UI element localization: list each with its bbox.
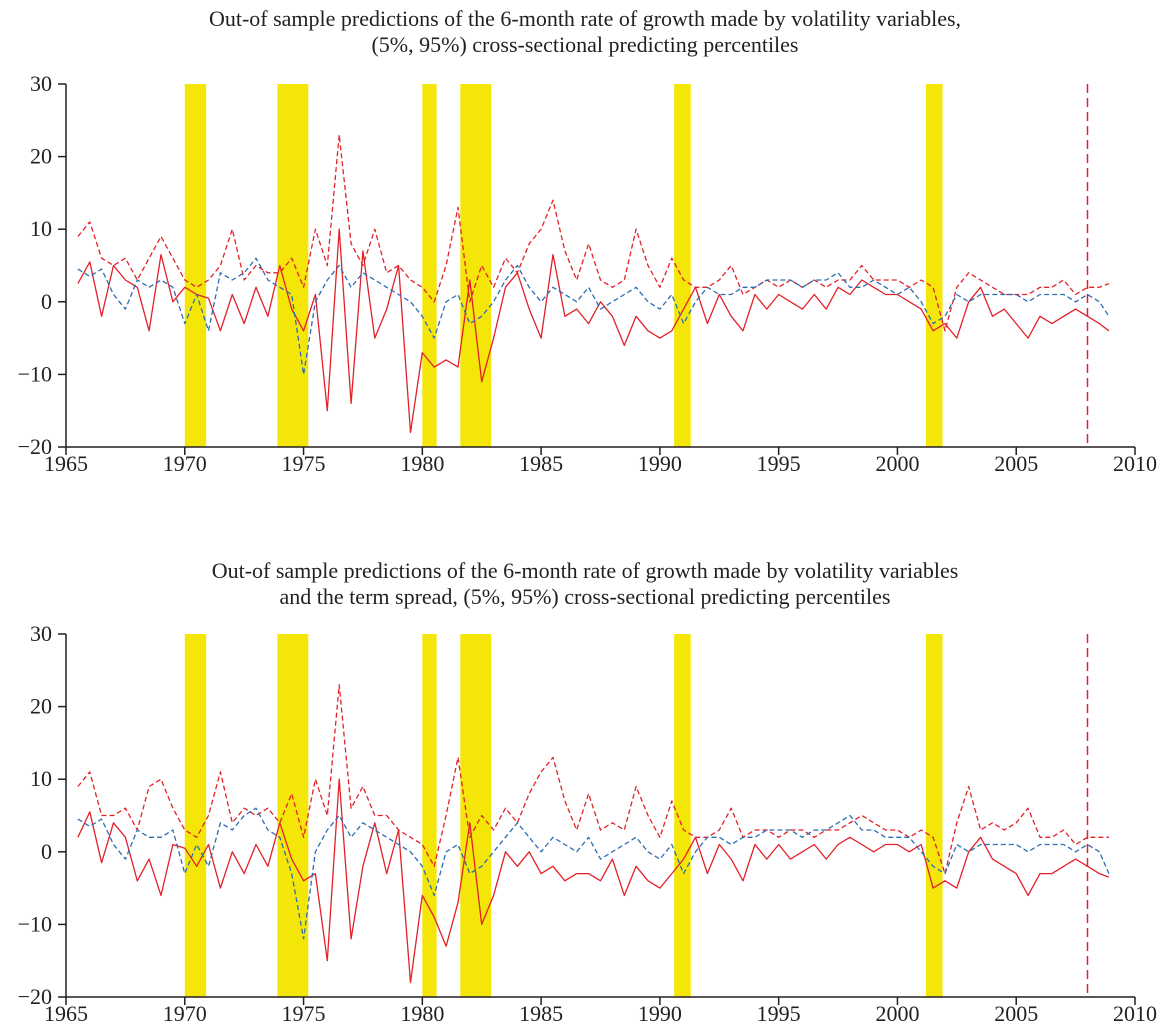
x-tick-label: 1965: [44, 1001, 88, 1026]
x-tick-label: 2000: [875, 451, 919, 476]
x-tick-label: 1990: [638, 1001, 682, 1026]
percentile-5-line: [77, 257, 1110, 376]
recession-band: [422, 84, 437, 447]
x-tick-label: 2010: [1113, 451, 1157, 476]
x-tick-label: 1985: [519, 451, 563, 476]
recession-band: [184, 84, 207, 447]
y-tick-label: −20: [18, 434, 52, 459]
x-tick-label: 1980: [400, 451, 444, 476]
line-chart-svg: −20 −10 0 10 20 30 1965 1970 1975 1980 1985 1990 199…: [18, 71, 1157, 476]
chart-title-line-2: and the term spread, (5%, 95%) cross-sec…: [279, 584, 891, 609]
recession-band: [277, 634, 309, 997]
x-tick-label: 1995: [757, 1001, 801, 1026]
recession-band: [925, 634, 943, 997]
percentile-95-line: [77, 684, 1109, 875]
y-tick-label: 0: [41, 289, 52, 314]
recession-band: [422, 634, 437, 997]
recession-band: [277, 84, 309, 447]
y-tick-label: 30: [30, 71, 52, 96]
x-tick-label: 1990: [638, 451, 682, 476]
line-chart-svg: −20 −10 0 10 20 30 1965 1970 1975 1980 1985 1990 199…: [18, 621, 1157, 1026]
y-tick-label: 0: [41, 839, 52, 864]
chart-panel-volatility: Out-of sample predictions of the 6-month…: [0, 0, 1170, 500]
x-tick-label: 2000: [875, 1001, 919, 1026]
y-tick-label: 20: [30, 694, 52, 719]
x-tick-label: 1970: [163, 1001, 207, 1026]
x-tick-label: 2005: [994, 1001, 1038, 1026]
chart-title-line-2: (5%, 95%) cross-sectional predicting per…: [371, 32, 799, 57]
y-tick-label: 30: [30, 621, 52, 646]
percentile-5-line: [77, 807, 1110, 940]
x-tick-label: 1980: [400, 1001, 444, 1026]
recession-band: [460, 634, 492, 997]
recession-band: [674, 634, 691, 997]
chart-title: Out-of sample predictions of the 6-month…: [0, 6, 1170, 58]
y-tick-label: 10: [30, 766, 52, 791]
percentile-95-line: [77, 134, 1110, 332]
recession-band: [925, 84, 943, 447]
actual-growth-line: [77, 228, 1110, 434]
chart-title-line-1: Out-of sample predictions of the 6-month…: [211, 558, 959, 583]
y-tick-label: −20: [18, 984, 52, 1009]
x-tick-label: 1995: [757, 451, 801, 476]
x-tick-label: 1965: [44, 451, 88, 476]
y-tick-label: 10: [30, 216, 52, 241]
y-tick-label: −10: [18, 361, 52, 386]
recession-band: [674, 84, 691, 447]
x-tick-label: 2010: [1113, 1001, 1157, 1026]
x-tick-label: 1975: [282, 1001, 326, 1026]
actual-growth-line: [77, 778, 1110, 984]
x-tick-label: 1975: [282, 451, 326, 476]
y-tick-label: −10: [18, 911, 52, 936]
x-tick-label: 2005: [994, 451, 1038, 476]
x-tick-label: 1970: [163, 451, 207, 476]
chart-panel-volatility-term-spread: Out-of sample predictions of the 6-month…: [0, 500, 1170, 1034]
recession-band: [184, 634, 207, 997]
y-tick-label: 20: [30, 144, 52, 169]
chart-title: Out-of sample predictions of the 6-month…: [0, 558, 1170, 610]
x-tick-label: 1985: [519, 1001, 563, 1026]
chart-title-line-1: Out-of sample predictions of the 6-month…: [208, 6, 962, 31]
